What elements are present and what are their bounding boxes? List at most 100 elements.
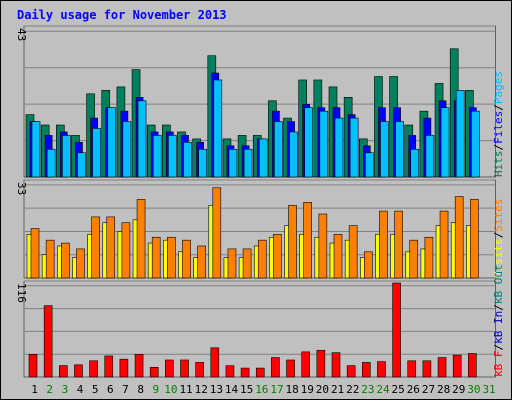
chart-title: Daily usage for November 2013: [17, 8, 227, 22]
day-tick-label: 2: [46, 383, 53, 396]
bar-pages: [289, 131, 298, 178]
day-tick-label: 26: [407, 383, 420, 396]
bar-sites: [348, 225, 358, 279]
bar-kb-f: [195, 362, 204, 378]
legend-entry: kB F: [492, 351, 505, 378]
bar-sites: [167, 236, 176, 279]
bar-pages: [440, 107, 450, 178]
day-tick-label: 11: [179, 383, 192, 396]
legend-entry: kB In: [492, 311, 505, 344]
legend-entry: Hits: [492, 151, 505, 178]
bar-kb-f: [134, 354, 144, 378]
bar-pages: [31, 121, 41, 178]
legend-entry: Sites: [492, 199, 505, 232]
day-tick-label: 29: [452, 383, 465, 396]
legend-entry: /: [492, 344, 505, 351]
bar-pages: [46, 148, 56, 178]
bar-kb-f: [149, 366, 159, 378]
bar-sites: [45, 239, 55, 279]
legend-entry: /: [492, 304, 505, 311]
bar-pages: [61, 135, 71, 178]
bar-sites: [363, 251, 373, 279]
bar-kb-f: [28, 354, 38, 378]
day-tick-label: 27: [422, 383, 435, 396]
bar-sites: [379, 210, 388, 279]
bar-pages: [213, 79, 223, 178]
bar-sites: [212, 187, 222, 279]
day-tick-label: 30: [467, 383, 480, 396]
bar-sites: [151, 236, 161, 279]
bar-sites: [439, 210, 449, 279]
max-label-hits-files-pages: 43: [15, 28, 28, 41]
bar-sites: [197, 245, 206, 279]
day-tick-label: 6: [107, 383, 114, 396]
bar-kb-f: [165, 359, 174, 378]
day-tick-label: 3: [62, 383, 69, 396]
bar-pages: [198, 148, 207, 178]
bar-kb-f: [346, 365, 356, 378]
bar-kb-f: [255, 367, 265, 378]
day-tick-label: 16: [255, 383, 268, 396]
day-tick-label: 20: [316, 383, 329, 396]
day-tick-label: 15: [240, 383, 253, 396]
bar-pages: [380, 121, 389, 178]
bar-pages: [395, 121, 404, 178]
max-label-visits-sites: 33: [15, 182, 28, 195]
bar-kb-f: [210, 347, 220, 378]
day-tick-label: 31: [482, 383, 495, 396]
bar-sites: [394, 210, 403, 279]
bar-sites: [242, 248, 252, 279]
day-tick-label: 23: [361, 383, 374, 396]
bar-kb-f: [331, 352, 341, 378]
legend-entry: kB Out: [492, 264, 505, 304]
bar-kb-f: [119, 358, 129, 378]
bar-kb-f: [89, 360, 98, 378]
bar-pages: [243, 148, 253, 178]
legend-entry: /: [492, 144, 505, 151]
bar-pages: [92, 128, 101, 178]
bar-pages: [107, 107, 117, 178]
bar-sites: [318, 213, 328, 279]
legend-entry: Files: [492, 111, 505, 144]
bar-pages: [334, 117, 344, 178]
legend-entry: /: [492, 104, 505, 111]
bar-sites: [121, 222, 131, 279]
bar-sites: [409, 239, 419, 279]
panel-kbytes: [23, 280, 496, 378]
bar-kb-f: [361, 362, 371, 378]
bar-sites: [30, 228, 40, 279]
bar-pages: [274, 121, 283, 178]
bar-pages: [319, 110, 329, 178]
day-tick-label: 12: [195, 383, 208, 396]
bar-kb-f: [240, 367, 250, 378]
day-tick-label: 14: [225, 383, 239, 396]
bar-kb-f: [437, 357, 447, 378]
bar-kb-f: [301, 351, 311, 378]
day-tick-label: 24: [376, 383, 390, 396]
bar-sites: [60, 242, 70, 279]
bar-pages: [455, 90, 465, 178]
bar-kb-f: [377, 361, 386, 378]
bar-pages: [364, 152, 374, 178]
bar-sites: [303, 202, 313, 279]
day-tick-label: 19: [301, 383, 314, 396]
legend-entry: Pages: [492, 71, 505, 104]
bar-pages: [349, 117, 359, 178]
bar-sites: [106, 216, 116, 279]
day-tick-label: 9: [152, 383, 159, 396]
day-tick-label: 1: [31, 383, 38, 396]
legend-visits-sites: Visits/Sites: [492, 199, 505, 279]
day-tick-label: 10: [164, 383, 177, 396]
bar-kb-f: [316, 349, 326, 378]
bar-sites: [136, 199, 146, 279]
bar-pages: [183, 142, 192, 178]
bar-kb-f: [407, 360, 417, 378]
day-tick-label: 25: [392, 383, 405, 396]
bar-sites: [454, 196, 464, 279]
bar-pages: [137, 100, 147, 178]
bar-kb-f: [58, 365, 68, 378]
bar-pages: [304, 107, 314, 178]
bar-sites: [257, 239, 267, 279]
bar-pages: [168, 135, 177, 178]
